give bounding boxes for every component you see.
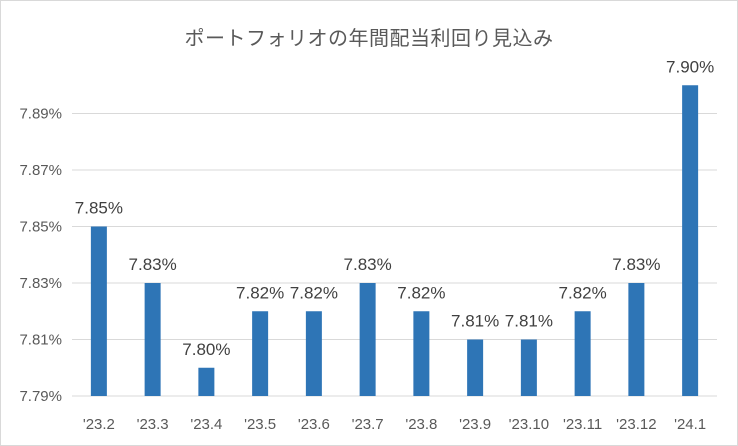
x-tick-label: '23.12 [616, 416, 656, 433]
bar [359, 283, 376, 396]
chart-title: ポートフォリオの年間配当利回り見込み [184, 26, 554, 50]
bar [144, 283, 161, 396]
x-tick-label: '23.4 [190, 416, 222, 433]
data-label: 7.82% [397, 283, 445, 302]
data-label: 7.82% [236, 283, 284, 302]
y-tick-label: 7.85% [19, 219, 62, 236]
x-tick-label: '23.11 [563, 416, 602, 433]
x-tick-label: '23.6 [298, 416, 330, 433]
x-tick-label: '23.9 [459, 416, 491, 433]
data-label: 7.81% [451, 312, 499, 331]
bar [252, 311, 269, 396]
x-tick-label: '23.5 [244, 416, 276, 433]
data-label: 7.83% [612, 255, 660, 274]
bar [682, 85, 699, 396]
x-tick-label: '23.3 [137, 416, 169, 433]
data-label: 7.81% [505, 312, 553, 331]
data-label: 7.82% [290, 283, 338, 302]
bar [198, 367, 215, 396]
data-label: 7.85% [75, 199, 123, 218]
data-label: 7.83% [129, 255, 177, 274]
x-tick-label: '23.8 [405, 416, 437, 433]
bar [574, 311, 591, 396]
y-tick-label: 7.79% [19, 388, 62, 405]
bar [467, 339, 484, 396]
y-tick-label: 7.89% [19, 106, 62, 123]
bar [413, 311, 430, 396]
y-tick-label: 7.83% [19, 275, 62, 292]
x-tick-label: '23.2 [83, 416, 115, 433]
data-label: 7.90% [666, 57, 714, 76]
x-tick-label: '24.1 [674, 416, 706, 433]
y-tick-label: 7.81% [19, 332, 62, 349]
bar [305, 311, 322, 396]
data-label: 7.82% [559, 283, 607, 302]
bar [90, 226, 107, 396]
y-tick-label: 7.87% [19, 162, 62, 179]
x-tick-label: '23.10 [509, 416, 549, 433]
data-label: 7.83% [344, 255, 392, 274]
data-label: 7.80% [182, 340, 230, 359]
bar [628, 283, 645, 396]
x-tick-label: '23.7 [352, 416, 384, 433]
bar [520, 339, 537, 396]
